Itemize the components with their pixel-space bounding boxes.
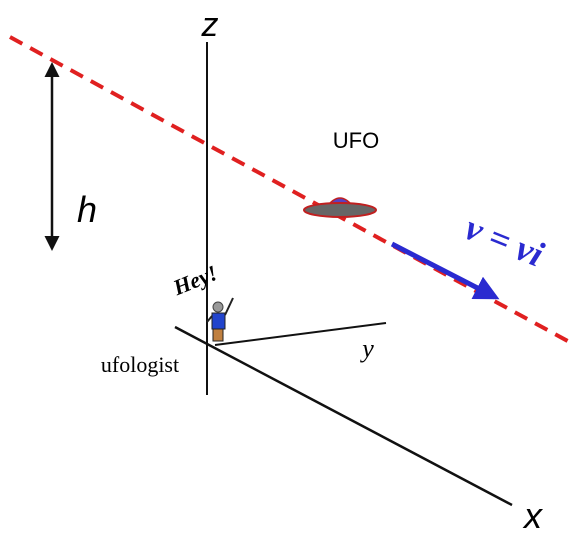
ufo-label: UFO xyxy=(333,128,379,153)
ufologist-label: ufologist xyxy=(101,352,179,377)
velocity-label: v = νi xyxy=(460,207,550,274)
hey-label: Hey! xyxy=(169,260,221,300)
h-label: h xyxy=(77,189,97,230)
page: z h UFO v = νi Hey! ufologist y x (() =>… xyxy=(0,0,575,534)
ufo xyxy=(304,198,376,217)
diagram: z h UFO v = νi Hey! ufologist y x xyxy=(0,0,575,534)
z-label: z xyxy=(201,6,219,44)
x-label: x xyxy=(522,495,544,534)
x-axis xyxy=(175,327,512,505)
y-label: y xyxy=(359,334,374,363)
y-axis xyxy=(215,323,386,345)
person xyxy=(207,298,233,341)
